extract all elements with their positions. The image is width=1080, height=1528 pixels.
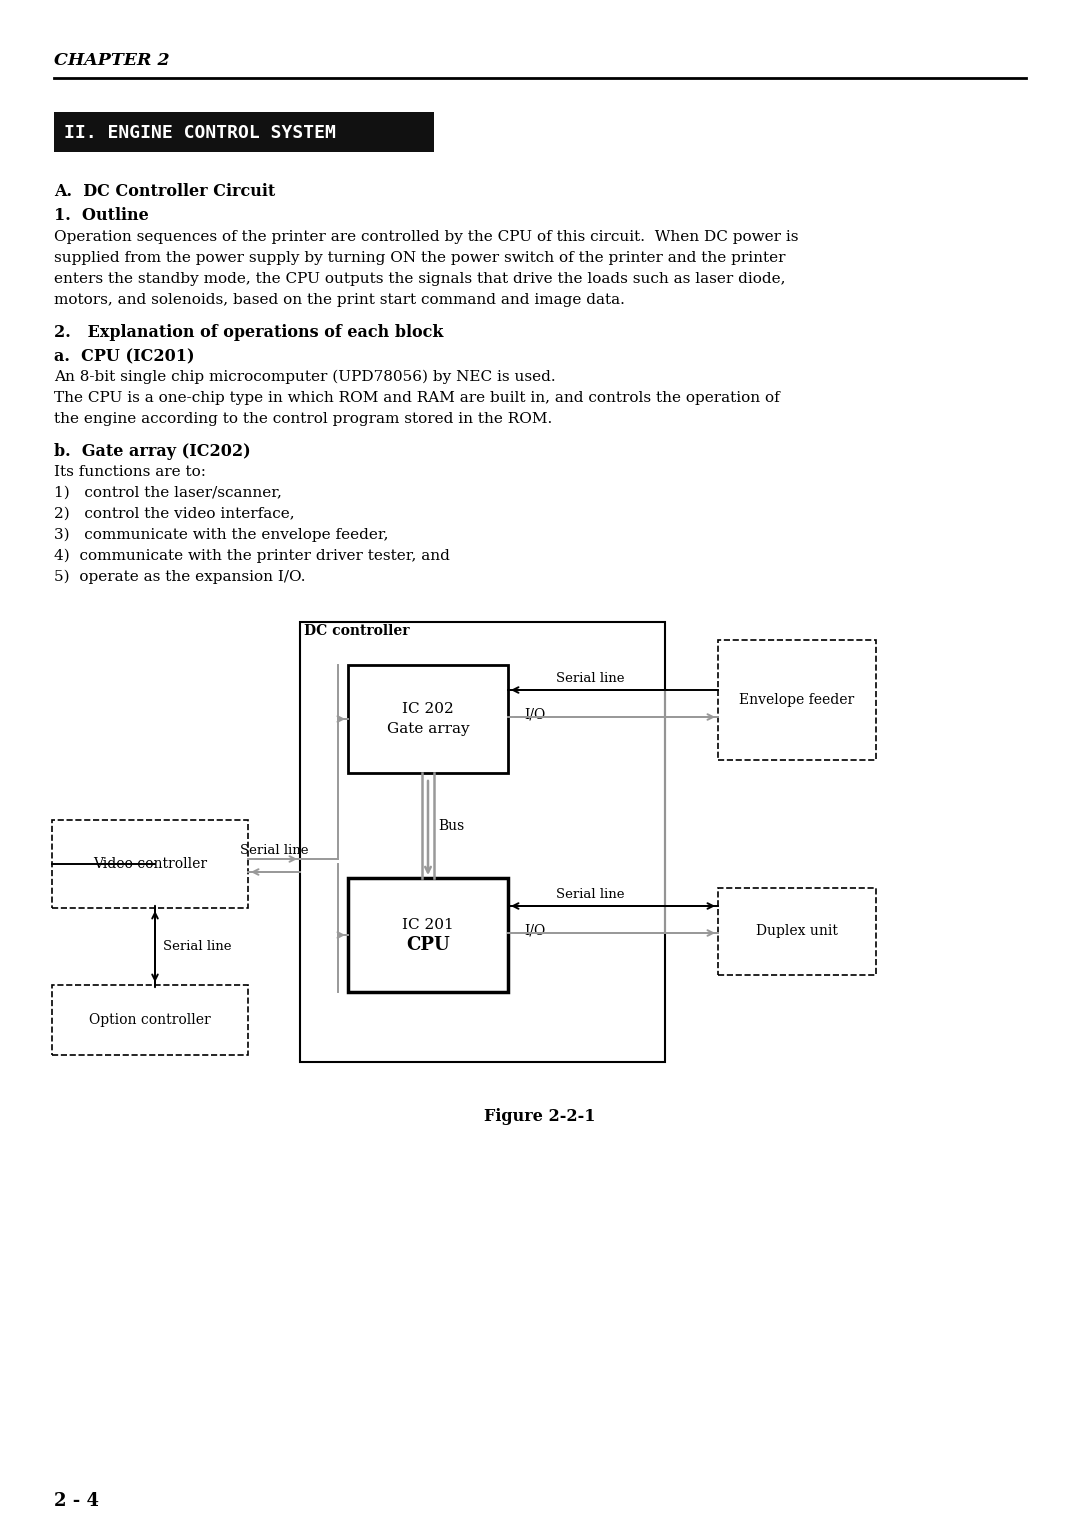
Text: Duplex unit: Duplex unit (756, 924, 838, 938)
Bar (52, 986, 248, 1054)
Text: Bus: Bus (438, 819, 464, 833)
Text: 1)   control the laser/scanner,: 1) control the laser/scanner, (54, 486, 282, 500)
Bar (718, 888, 876, 975)
Text: Serial line: Serial line (163, 940, 231, 953)
Text: 1.  Outline: 1. Outline (54, 206, 149, 225)
Text: IC 202: IC 202 (402, 701, 454, 717)
Text: Figure 2-2-1: Figure 2-2-1 (484, 1108, 596, 1125)
Bar (348, 879, 508, 992)
Text: Its functions are to:: Its functions are to: (54, 465, 206, 478)
Text: Serial line: Serial line (556, 672, 624, 685)
Text: enters the standby mode, the CPU outputs the signals that drive the loads such a: enters the standby mode, the CPU outputs… (54, 272, 785, 286)
Text: a.  CPU (IC201): a. CPU (IC201) (54, 348, 194, 365)
Bar (54, 112, 434, 151)
Text: the engine according to the control program stored in the ROM.: the engine according to the control prog… (54, 413, 552, 426)
Text: I/O: I/O (525, 924, 545, 938)
Text: Option controller: Option controller (90, 1013, 211, 1027)
Text: motors, and solenoids, based on the print start command and image data.: motors, and solenoids, based on the prin… (54, 293, 625, 307)
Text: IC 201: IC 201 (402, 918, 454, 932)
Text: Gate array: Gate array (387, 723, 470, 736)
Bar (348, 665, 508, 773)
Text: 2 - 4: 2 - 4 (54, 1491, 99, 1510)
Text: CPU: CPU (406, 937, 450, 953)
Text: b.  Gate array (IC202): b. Gate array (IC202) (54, 443, 251, 460)
Text: A.  DC Controller Circuit: A. DC Controller Circuit (54, 183, 275, 200)
Text: 5)  operate as the expansion I/O.: 5) operate as the expansion I/O. (54, 570, 306, 584)
Text: CHAPTER 2: CHAPTER 2 (54, 52, 170, 69)
Text: Serial line: Serial line (556, 888, 624, 902)
Bar (718, 640, 876, 759)
Text: Operation sequences of the printer are controlled by the CPU of this circuit.  W: Operation sequences of the printer are c… (54, 231, 798, 244)
Text: Envelope feeder: Envelope feeder (740, 694, 854, 707)
Text: An 8-bit single chip microcomputer (UPD78056) by NEC is used.: An 8-bit single chip microcomputer (UPD7… (54, 370, 555, 385)
Text: 4)  communicate with the printer driver tester, and: 4) communicate with the printer driver t… (54, 549, 450, 564)
Text: 2)   control the video interface,: 2) control the video interface, (54, 507, 295, 521)
Text: I/O: I/O (525, 707, 545, 723)
Text: Serial line: Serial line (240, 843, 308, 857)
Text: The CPU is a one-chip type in which ROM and RAM are built in, and controls the o: The CPU is a one-chip type in which ROM … (54, 391, 780, 405)
Text: 3)   communicate with the envelope feeder,: 3) communicate with the envelope feeder, (54, 529, 389, 542)
Text: II. ENGINE CONTROL SYSTEM: II. ENGINE CONTROL SYSTEM (64, 124, 336, 142)
Text: supplied from the power supply by turning ON the power switch of the printer and: supplied from the power supply by turnin… (54, 251, 785, 264)
Text: 2.   Explanation of operations of each block: 2. Explanation of operations of each blo… (54, 324, 444, 341)
Bar (300, 622, 665, 1062)
Bar (52, 821, 248, 908)
Text: Video controller: Video controller (93, 857, 207, 871)
Text: DC controller: DC controller (303, 623, 409, 639)
